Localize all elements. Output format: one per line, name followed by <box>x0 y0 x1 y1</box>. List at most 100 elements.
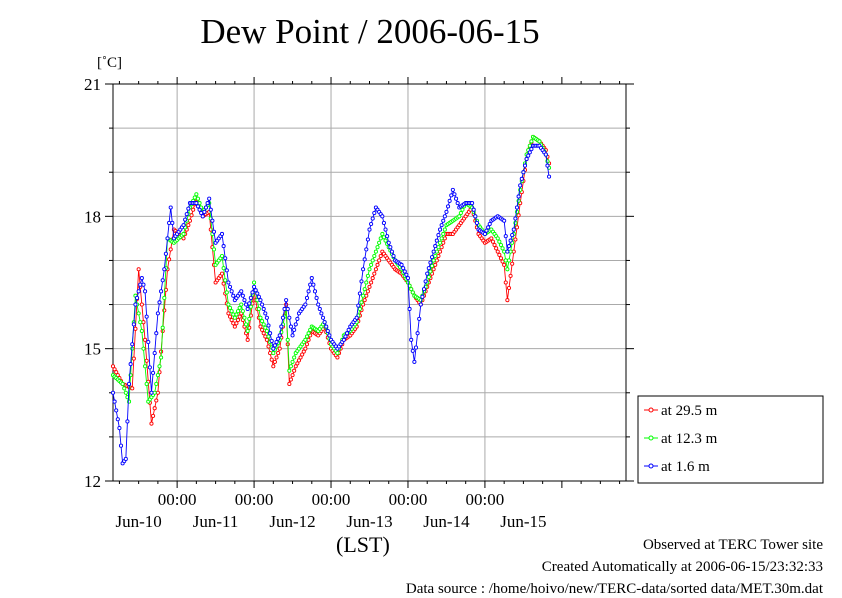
data-point <box>133 302 138 307</box>
legend-label: at 1.6 m <box>661 459 710 475</box>
data-point <box>288 324 293 329</box>
data-point <box>362 298 367 303</box>
legend-swatch-marker <box>648 407 654 413</box>
data-point <box>255 298 260 303</box>
data-point <box>260 319 265 324</box>
data-point <box>157 364 162 369</box>
data-point <box>295 361 300 366</box>
data-point <box>503 280 508 285</box>
data-point <box>543 152 548 157</box>
data-point <box>378 236 383 241</box>
data-point <box>255 291 260 296</box>
data-point <box>256 294 261 299</box>
data-point <box>437 249 443 254</box>
data-point <box>272 359 277 364</box>
data-point <box>346 327 351 332</box>
data-point <box>240 293 245 298</box>
data-point <box>441 231 446 237</box>
data-point <box>381 220 386 225</box>
data-point <box>117 426 122 431</box>
grid-lines <box>113 84 626 481</box>
data-point <box>261 306 266 312</box>
data-point <box>377 258 382 263</box>
data-point <box>312 289 318 294</box>
data-point <box>186 223 191 228</box>
data-point <box>221 266 226 271</box>
data-point <box>152 406 157 411</box>
data-point <box>237 314 242 319</box>
data-point <box>495 249 500 254</box>
data-point <box>508 249 513 254</box>
data-point <box>287 381 292 387</box>
data-point <box>375 245 380 250</box>
data-point <box>412 359 417 364</box>
data-point <box>303 302 308 307</box>
data-point <box>383 227 388 232</box>
data-point <box>165 236 170 241</box>
data-point <box>380 231 385 237</box>
data-point <box>159 289 164 294</box>
data-point <box>115 373 120 378</box>
data-point <box>439 223 444 228</box>
data-point <box>219 253 225 259</box>
data-point <box>264 328 269 334</box>
data-point <box>317 306 322 312</box>
data-point <box>194 192 199 197</box>
series-3 <box>110 143 552 466</box>
data-point <box>399 262 404 267</box>
data-point <box>410 348 415 353</box>
data-point <box>386 240 391 245</box>
data-point <box>370 258 375 263</box>
data-point <box>194 201 199 206</box>
data-point <box>274 339 279 345</box>
data-point <box>239 289 244 294</box>
data-point <box>425 271 430 276</box>
data-point <box>231 293 236 298</box>
legend: at 29.5 m at 12.3 m at 1.6 m <box>637 395 824 484</box>
data-point <box>306 337 311 342</box>
data-point <box>143 289 148 294</box>
data-point <box>373 267 378 272</box>
data-point <box>271 346 276 351</box>
data-point <box>361 293 366 298</box>
data-point <box>372 271 377 276</box>
data-point <box>237 305 242 310</box>
data-point <box>125 419 130 424</box>
data-point <box>442 236 447 241</box>
data-point <box>114 408 119 413</box>
data-point <box>112 399 117 404</box>
data-point <box>252 284 257 289</box>
data-point <box>248 304 253 309</box>
data-point <box>431 258 436 263</box>
data-point <box>144 358 149 363</box>
data-point <box>120 381 125 387</box>
data-point <box>221 281 226 286</box>
data-point <box>144 314 149 319</box>
data-point <box>245 328 250 334</box>
data-point <box>378 253 383 259</box>
data-point <box>513 237 518 242</box>
data-point <box>155 390 160 395</box>
data-point <box>292 368 297 373</box>
data-point <box>357 306 362 312</box>
data-point <box>227 314 233 319</box>
data-point <box>227 305 233 310</box>
data-point <box>130 342 135 347</box>
data-point <box>428 269 433 274</box>
data-point <box>364 280 369 285</box>
data-point <box>141 282 146 287</box>
data-point <box>290 373 295 378</box>
legend-label: at 12.3 m <box>661 431 718 447</box>
data-point <box>421 287 427 292</box>
data-point <box>404 272 409 277</box>
data-point <box>505 298 510 303</box>
data-point <box>239 302 244 307</box>
x-axis-label: (LST) <box>336 532 390 557</box>
data-point <box>441 218 446 223</box>
data-point <box>128 362 133 367</box>
data-point <box>256 306 261 312</box>
data-point <box>505 267 510 272</box>
legend-box <box>637 395 824 484</box>
data-point <box>511 227 516 232</box>
